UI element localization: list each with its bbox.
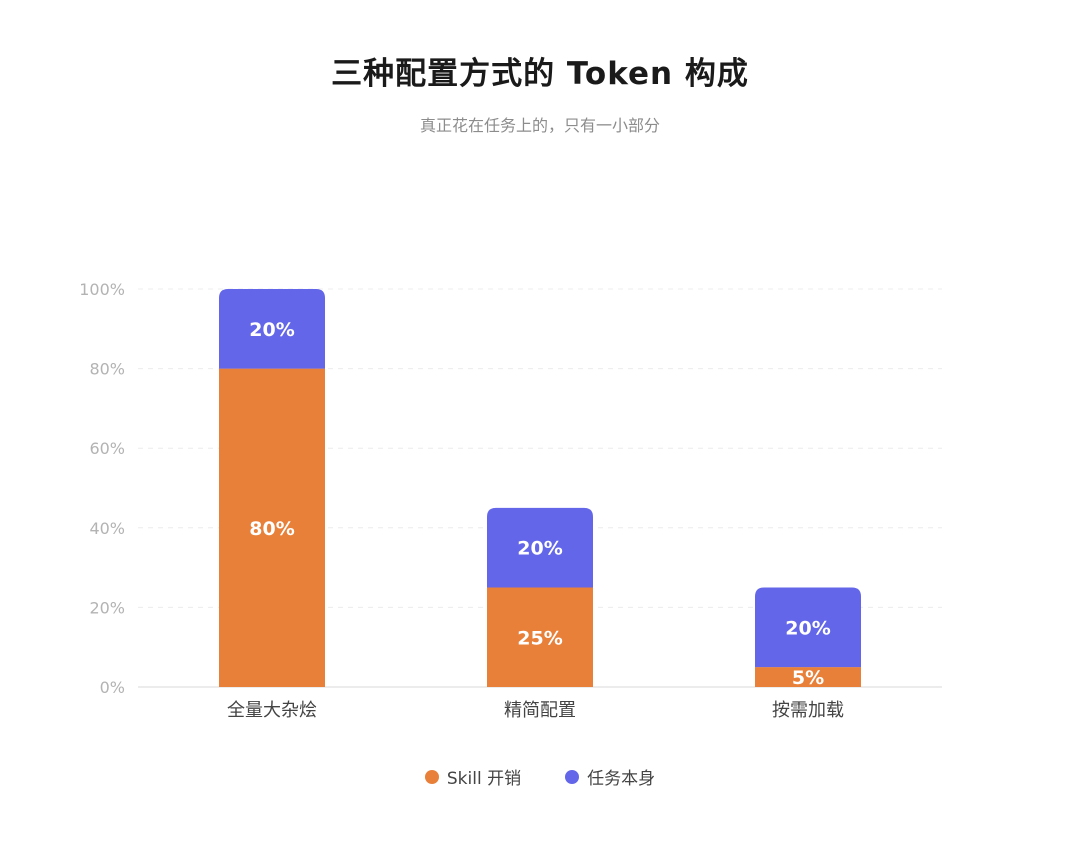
bar-segment [219,368,325,687]
y-tick-label: 20% [89,598,125,617]
data-label: 20% [517,538,562,560]
y-tick-label: 80% [89,360,125,379]
legend-swatch-task [565,769,580,784]
x-tick-label: 全量大杂烩 [227,700,317,721]
legend: Skill 开销 任务本身 [0,764,1080,789]
legend-label-task: 任务本身 [587,769,656,789]
y-tick-label: 40% [89,519,125,538]
bar-segment [755,667,861,687]
bar-segment [219,289,325,369]
y-tick-label: 100% [79,280,125,299]
data-label: 25% [517,627,562,649]
chart-subtitle: 真正花在任务上的，只有一小部分 [419,116,660,135]
legend-swatch-skill [424,769,439,784]
x-tick-label: 精简配置 [504,700,576,721]
data-label: 20% [249,319,294,341]
y-tick-label: 0% [100,678,125,697]
x-tick-label: 按需加载 [772,700,844,721]
chart-title: 三种配置方式的 Token 构成 [331,56,749,92]
bar-segment [755,587,861,668]
data-label: 80% [249,518,294,540]
y-tick-label: 60% [89,439,125,458]
bar-segment [487,587,593,687]
bar-segment [487,507,593,588]
data-label: 5% [792,667,824,689]
legend-item-skill[interactable]: Skill 开销 [424,764,522,789]
legend-label-skill: Skill 开销 [446,769,522,789]
data-label: 20% [785,617,830,639]
legend-item-task[interactable]: 任务本身 [565,764,655,789]
